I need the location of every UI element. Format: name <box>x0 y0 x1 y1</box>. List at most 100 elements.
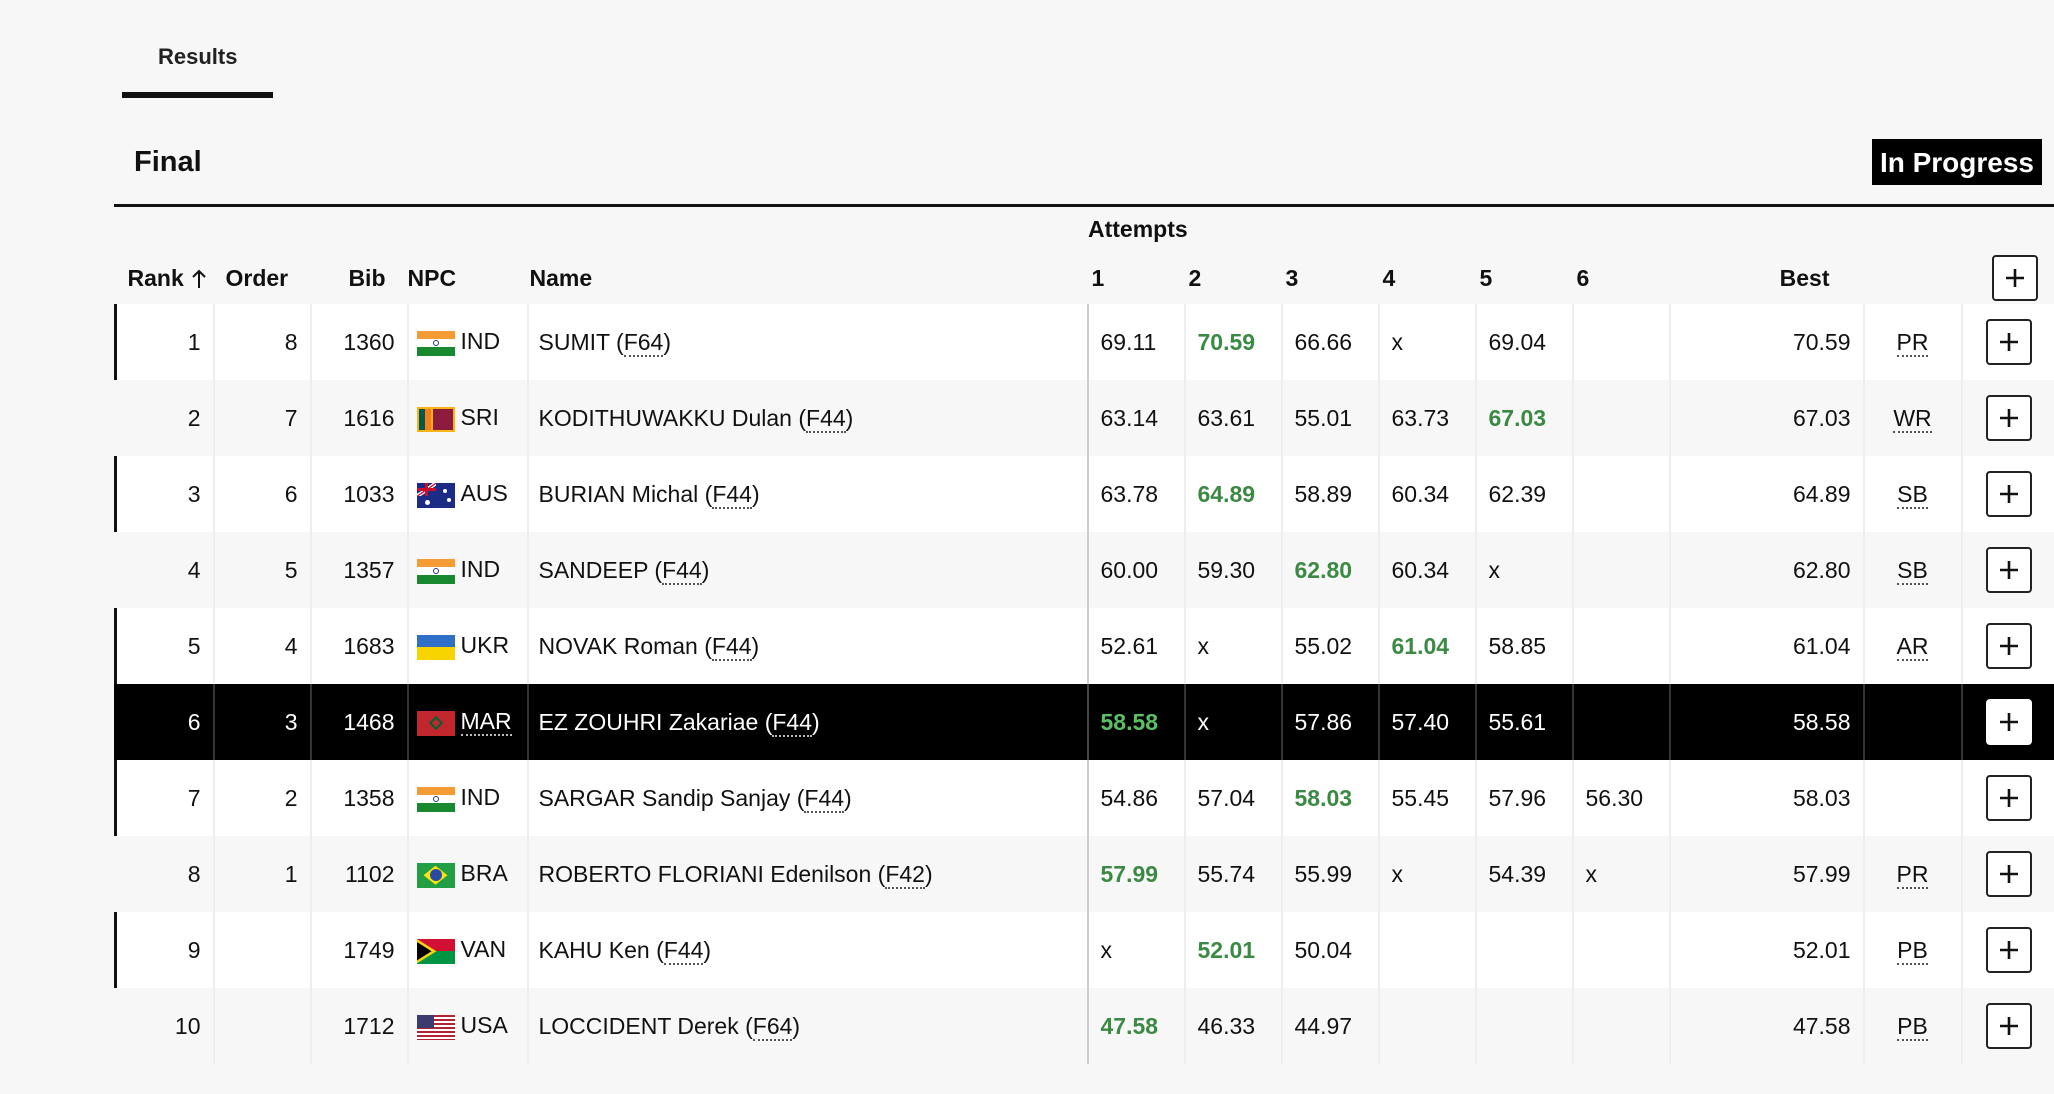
sport-class-close: ) <box>751 632 760 659</box>
expand-row-button[interactable] <box>1986 699 2032 745</box>
record-badge[interactable]: PR <box>1896 328 1929 357</box>
attempt-1-cell: x <box>1086 912 1185 988</box>
col-header-best[interactable]: Best <box>1779 264 1830 291</box>
expand-cell <box>1960 988 2054 1064</box>
sport-class[interactable]: F44 <box>806 404 846 433</box>
col-header-expand <box>1962 252 2054 304</box>
rank-cell: 10 <box>114 988 214 1064</box>
expand-row-button[interactable] <box>1986 1003 2032 1049</box>
athlete-name-cell: ROBERTO FLORIANI Edenilson (F42) <box>526 836 1088 912</box>
best-mark-cell: 67.03 <box>1668 380 1864 456</box>
sport-class[interactable]: F44 <box>663 936 704 965</box>
athlete-name[interactable]: EZ ZOUHRI Zakariae ( <box>538 708 773 735</box>
npc-cell: SRI <box>406 380 528 456</box>
attempt-4-cell <box>1377 912 1476 988</box>
table-row[interactable]: 1 8 1360 IND SUMIT (F64) 69.11 70.59 66.66 x 69.0… <box>114 304 2054 380</box>
expand-row-button[interactable] <box>1986 775 2032 821</box>
record-badge[interactable]: SB <box>1897 556 1928 585</box>
bib-cell: 1358 <box>309 760 408 836</box>
flag-ind-icon <box>416 786 455 812</box>
table-row[interactable]: 3 6 1033 AUS BURIAN Michal (F44) 63.78 64.89 58… <box>114 456 2054 532</box>
record-badge[interactable]: PB <box>1897 1012 1928 1041</box>
sport-class[interactable]: F64 <box>752 1012 793 1041</box>
plus-icon <box>2000 485 2018 503</box>
expand-row-button[interactable] <box>1986 927 2032 973</box>
attempt-1-cell: 60.00 <box>1086 532 1185 608</box>
athlete-name[interactable]: KODITHUWAKKU Dulan ( <box>538 404 807 431</box>
record-badge[interactable]: SB <box>1897 480 1928 509</box>
npc-code[interactable]: IND <box>460 556 501 583</box>
sport-class[interactable]: F64 <box>623 328 664 357</box>
expand-row-button[interactable] <box>1986 319 2032 365</box>
sport-class[interactable]: F44 <box>772 708 813 737</box>
npc-code[interactable]: USA <box>460 1012 508 1039</box>
table-row[interactable]: 6 3 1468 MAR EZ ZOUHRI Zakariae (F44) 58.58 x 5… <box>114 684 2054 760</box>
tab-results[interactable]: Results <box>122 40 274 98</box>
attempt-2-cell: 63.61 <box>1183 380 1282 456</box>
record-badge[interactable]: PR <box>1896 860 1929 889</box>
expand-row-button[interactable] <box>1986 623 2032 669</box>
col-header-order[interactable]: Order <box>225 264 289 291</box>
sport-class[interactable]: F44 <box>712 480 752 509</box>
tab-bar: Results <box>122 40 274 98</box>
rank-cell: 5 <box>114 608 214 684</box>
npc-code[interactable]: VAN <box>460 936 507 963</box>
attempt-3-cell: 66.66 <box>1280 304 1379 380</box>
athlete-name-cell: KODITHUWAKKU Dulan (F44) <box>526 380 1088 456</box>
expand-row-button[interactable] <box>1986 395 2032 441</box>
expand-cell <box>1960 836 2054 912</box>
table-row[interactable]: 7 2 1358 IND SARGAR Sandip Sanjay (F44) 54.86… <box>114 760 2054 836</box>
attempt-5-cell <box>1474 988 1573 1064</box>
athlete-name[interactable]: ROBERTO FLORIANI Edenilson ( <box>538 860 886 887</box>
npc-code[interactable]: BRA <box>460 860 508 887</box>
sport-class[interactable]: F44 <box>711 632 752 661</box>
expand-cell <box>1960 532 2054 608</box>
order-cell: 7 <box>212 380 311 456</box>
athlete-name[interactable]: NOVAK Roman ( <box>538 632 712 659</box>
col-header-npc[interactable]: NPC <box>407 264 457 291</box>
npc-code[interactable]: SRI <box>460 404 499 431</box>
col-header-bib[interactable]: Bib <box>348 264 386 291</box>
sport-class[interactable]: F44 <box>662 556 702 585</box>
npc-code[interactable]: MAR <box>460 708 512 737</box>
attempt-3-cell: 58.03 <box>1280 760 1379 836</box>
expand-all-button[interactable] <box>1991 255 2038 301</box>
bib-cell: 1357 <box>309 532 408 608</box>
sport-class-close: ) <box>792 1012 801 1039</box>
table-row[interactable]: 5 4 1683 UKR NOVAK Roman (F44) 52.61 x 55.02 61.… <box>114 608 2054 684</box>
athlete-name[interactable]: SUMIT ( <box>538 328 624 355</box>
attempt-6-cell <box>1571 380 1670 456</box>
table-row[interactable]: 8 1 1102 BRA ROBERTO FLORIANI Edenilson (F42… <box>114 836 2054 912</box>
expand-cell <box>1960 304 2054 380</box>
table-row[interactable]: 10 1712 USA LOCCIDENT Derek (F64) 47.58 46.33… <box>114 988 2054 1064</box>
expand-row-button[interactable] <box>1986 471 2032 517</box>
sport-class[interactable]: F44 <box>804 784 845 813</box>
athlete-name[interactable]: LOCCIDENT Derek ( <box>538 1012 753 1039</box>
npc-code[interactable]: AUS <box>460 480 508 507</box>
expand-row-button[interactable] <box>1986 547 2032 593</box>
record-badge[interactable]: WR <box>1893 404 1932 433</box>
attempt-4-cell: 60.34 <box>1377 456 1476 532</box>
athlete-name[interactable]: SANDEEP ( <box>538 556 663 583</box>
npc-cell: IND <box>406 532 528 608</box>
rank-cell: 8 <box>114 836 214 912</box>
table-row[interactable]: 9 1749 VAN KAHU Ken (F44) x 52.01 50.04 52.01 PB <box>114 912 2054 988</box>
sport-class[interactable]: F42 <box>885 860 925 889</box>
col-header-name[interactable]: Name <box>529 264 593 291</box>
record-badge[interactable]: PB <box>1897 936 1928 965</box>
npc-code[interactable]: UKR <box>460 632 510 659</box>
table-row[interactable]: 2 7 1616 SRI KODITHUWAKKU Dulan (F44) 63.14 63… <box>114 380 2054 456</box>
athlete-name[interactable]: SARGAR Sandip Sanjay ( <box>538 784 805 811</box>
athlete-name-cell: KAHU Ken (F44) <box>526 912 1088 988</box>
npc-cell: UKR <box>406 608 528 684</box>
expand-row-button[interactable] <box>1986 851 2032 897</box>
npc-code[interactable]: IND <box>460 784 501 811</box>
npc-code[interactable]: IND <box>460 328 501 355</box>
attempt-1-cell: 52.61 <box>1086 608 1185 684</box>
table-row[interactable]: 4 5 1357 IND SANDEEP (F44) 60.00 59.30 62.80 60.… <box>114 532 2054 608</box>
record-badge[interactable]: AR <box>1896 632 1929 661</box>
col-header-rank[interactable]: Rank <box>116 252 214 304</box>
athlete-name[interactable]: BURIAN Michal ( <box>538 480 713 507</box>
athlete-name[interactable]: KAHU Ken ( <box>538 936 664 963</box>
attempt-3-cell: 50.04 <box>1280 912 1379 988</box>
